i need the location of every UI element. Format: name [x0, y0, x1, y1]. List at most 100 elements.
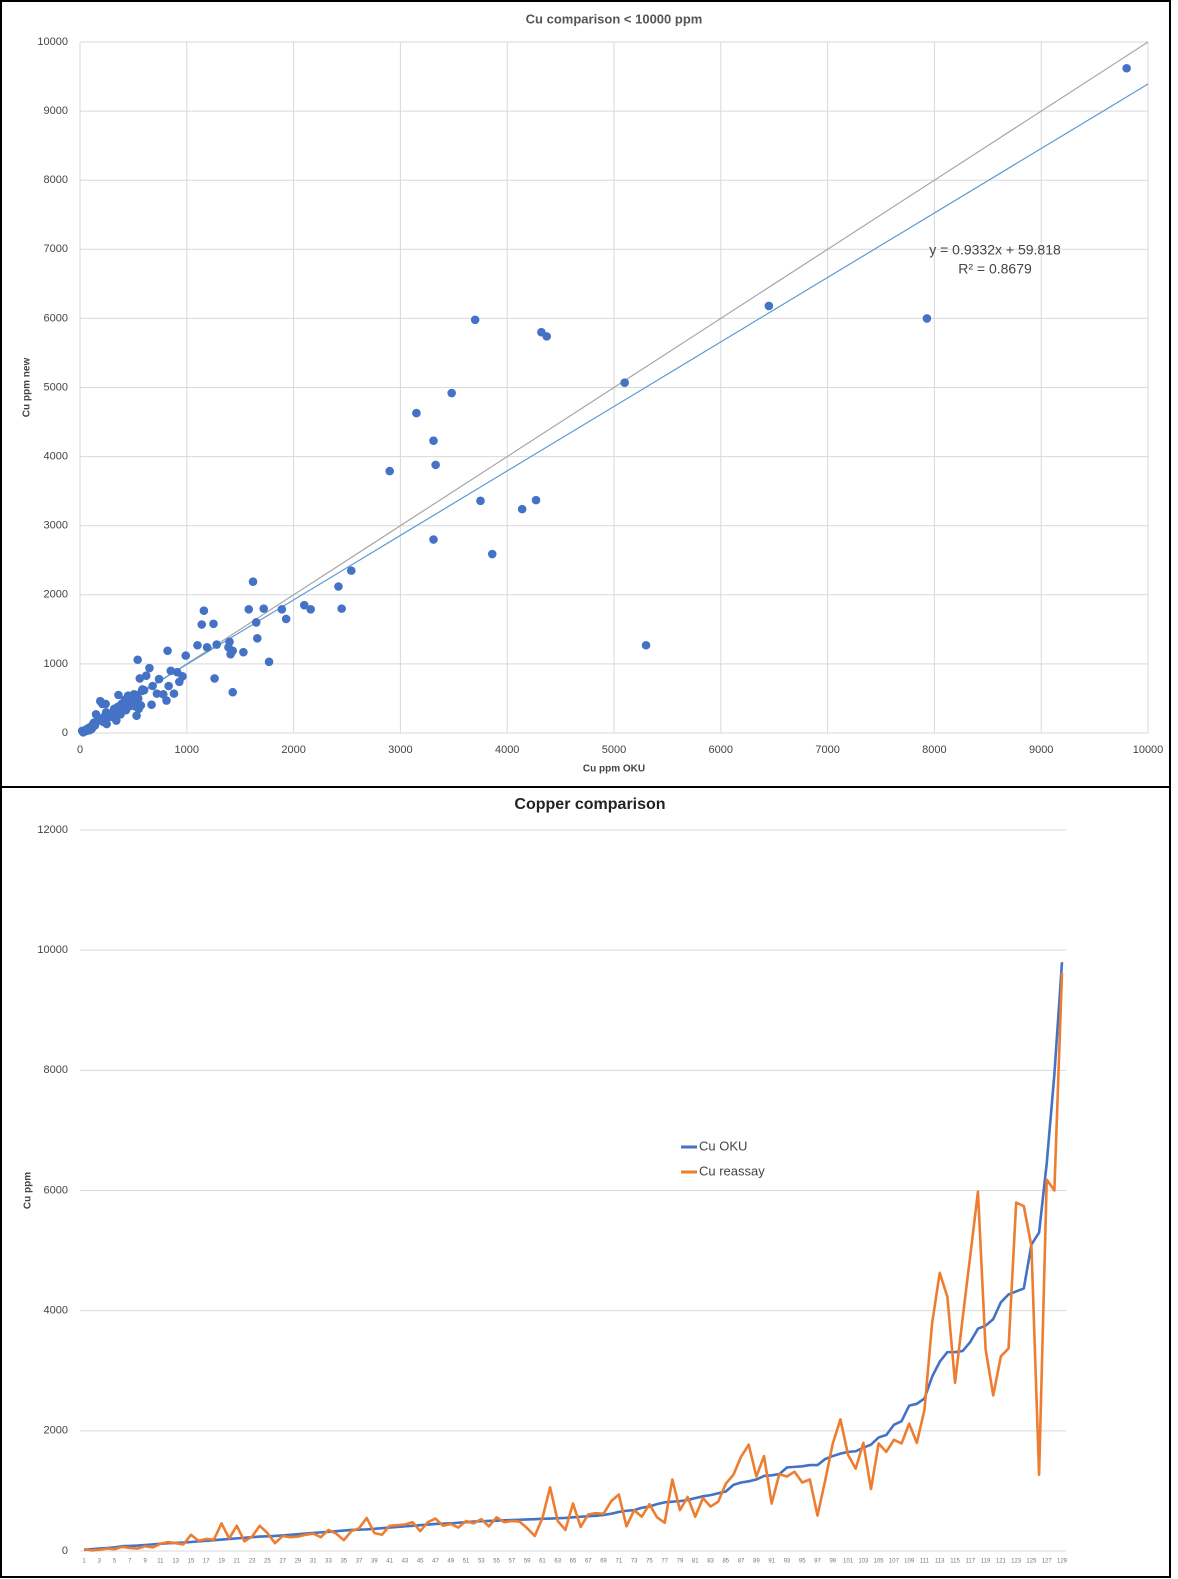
point: [162, 696, 171, 705]
x-tick-label: 83: [707, 1559, 714, 1565]
x-tick-label: 53: [478, 1559, 485, 1565]
x-tick-label: 97: [814, 1559, 821, 1565]
point: [228, 687, 238, 697]
x-tick-label: 109: [904, 1559, 915, 1565]
point: [169, 689, 179, 698]
x-tick-label: 69: [600, 1559, 607, 1565]
x-tick-label: 39: [371, 1559, 378, 1565]
point: [199, 606, 209, 615]
x-tick-label: 9000: [1029, 744, 1053, 756]
x-tick-label: 121: [996, 1559, 1007, 1565]
x-tick-label: 23: [249, 1559, 256, 1565]
x-tick-label: 5000: [602, 744, 626, 756]
x-tick-label: 59: [524, 1559, 531, 1565]
x-tick-label: 67: [585, 1559, 592, 1565]
x-tick-label: 119: [981, 1559, 991, 1565]
y-tick-label: 12000: [37, 824, 68, 836]
x-tick-label: 99: [829, 1559, 836, 1565]
x-tick-label: 113: [935, 1559, 945, 1565]
point: [102, 719, 111, 729]
point: [132, 711, 141, 721]
y-tick-label: 1000: [44, 658, 68, 670]
x-tick-label: 117: [966, 1559, 976, 1565]
point: [202, 643, 212, 652]
point: [147, 700, 156, 709]
point: [517, 504, 527, 514]
x-axis-label: Cu ppm OKU: [583, 764, 645, 775]
x-tick-label: 4000: [495, 744, 519, 756]
x-tick-label: 31: [310, 1559, 317, 1565]
point: [114, 690, 123, 700]
point: [148, 681, 157, 691]
x-tick-label: 35: [340, 1559, 347, 1565]
x-tick-label: 1000: [175, 744, 199, 756]
point: [542, 332, 552, 341]
y-tick-label: 8000: [44, 174, 68, 186]
point: [264, 657, 274, 667]
x-tick-label: 63: [554, 1559, 561, 1565]
x-tick-label: 47: [432, 1559, 439, 1565]
y-tick-label: 4000: [44, 1305, 68, 1317]
point: [239, 647, 248, 657]
x-tick-label: 107: [889, 1559, 900, 1565]
x-tick-label: 10000: [1133, 744, 1164, 756]
point: [244, 605, 254, 614]
point: [212, 640, 222, 649]
x-tick-label: 89: [753, 1559, 760, 1565]
point: [210, 674, 219, 683]
x-tick-label: 1: [82, 1559, 86, 1565]
x-tick-label: 77: [661, 1559, 668, 1565]
x-tick-label: 0: [77, 744, 83, 756]
x-tick-label: 9: [143, 1559, 147, 1565]
legend-label: Cu OKU: [699, 1138, 747, 1153]
x-tick-label: 101: [843, 1559, 854, 1565]
y-tick-label: 4000: [44, 451, 68, 463]
point: [193, 640, 202, 650]
y-tick-label: 3000: [44, 520, 68, 532]
x-tick-label: 95: [799, 1559, 806, 1565]
x-tick-label: 49: [447, 1559, 454, 1565]
point: [163, 646, 172, 656]
trend-equation: y = 0.9332x + 59.818: [929, 242, 1061, 258]
point: [225, 637, 234, 647]
y-tick-label: 6000: [44, 312, 68, 324]
x-tick-label: 5: [113, 1559, 117, 1565]
x-tick-label: 61: [539, 1559, 546, 1565]
y-tick-label: 0: [62, 727, 68, 739]
point: [139, 685, 149, 695]
point: [922, 314, 932, 323]
x-tick-label: 73: [631, 1559, 638, 1565]
point: [197, 620, 207, 629]
x-tick-label: 93: [784, 1559, 791, 1565]
point: [164, 681, 173, 691]
point: [470, 315, 480, 325]
point: [1122, 63, 1131, 73]
x-tick-label: 43: [402, 1559, 409, 1565]
point: [447, 388, 456, 398]
y-tick-label: 10000: [37, 36, 68, 48]
x-tick-label: 41: [386, 1559, 393, 1565]
y-tick-label: 2000: [44, 589, 68, 601]
y-tick-label: 5000: [44, 381, 68, 393]
point: [346, 566, 356, 575]
point: [641, 640, 651, 650]
x-tick-label: 6000: [709, 744, 733, 756]
point: [620, 378, 629, 387]
point: [145, 663, 154, 673]
point: [152, 689, 162, 698]
y-tick-label: 6000: [44, 1184, 68, 1196]
y-tick-label: 10000: [37, 944, 68, 956]
y-tick-label: 9000: [44, 105, 68, 117]
series-line: [83, 962, 1064, 1552]
x-tick-label: 85: [722, 1559, 729, 1565]
x-tick-label: 25: [264, 1559, 271, 1565]
series-line: [83, 972, 1064, 1552]
point: [251, 618, 261, 627]
point: [277, 605, 287, 614]
x-tick-label: 11: [157, 1559, 164, 1565]
point: [136, 701, 146, 710]
x-tick-label: 3: [98, 1559, 102, 1565]
x-tick-label: 33: [325, 1559, 332, 1565]
point: [228, 646, 238, 656]
